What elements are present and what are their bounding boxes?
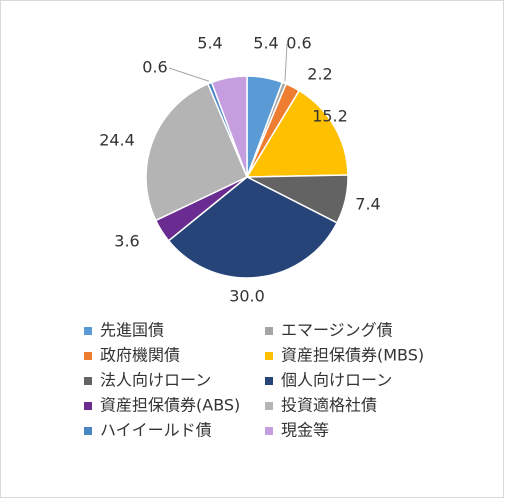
legend-swatch [265, 427, 273, 435]
legend-swatch [84, 427, 92, 435]
legend-swatch [265, 377, 273, 385]
pie-slice [245, 89, 349, 178]
legend-swatch [84, 402, 92, 410]
data-label: 30.0 [229, 287, 265, 306]
legend-label: 資産担保債券(ABS) [100, 396, 240, 415]
data-label: 5.4 [197, 34, 222, 53]
legend-label: 資産担保債券(MBS) [281, 346, 424, 365]
data-label: 0.6 [142, 58, 167, 77]
data-label: 0.6 [286, 34, 311, 53]
leader-line [284, 43, 288, 82]
pie-slice [167, 176, 339, 279]
legend-swatch [84, 327, 92, 335]
data-label: 24.4 [99, 131, 135, 150]
legend-swatch [265, 327, 273, 335]
legend-swatch [265, 352, 273, 360]
legend-label: 先進国債 [100, 321, 164, 340]
legend-label: 投資適格社債 [281, 396, 377, 415]
legend-swatch [265, 402, 273, 410]
data-label: 7.4 [355, 195, 380, 214]
legend-swatch [84, 352, 92, 360]
pie-slice [210, 75, 248, 178]
data-label: 5.4 [253, 34, 278, 53]
leader-line [168, 67, 210, 82]
legend-label: ハイイールド債 [100, 421, 212, 440]
data-label: 15.2 [312, 107, 348, 126]
legend-label: 個人向けローン [281, 371, 392, 390]
legend-label: 政府機関債 [100, 346, 180, 365]
legend-label: エマージング債 [281, 321, 393, 340]
legend-swatch [84, 377, 92, 385]
data-label: 3.6 [114, 232, 139, 251]
legend-label: 現金等 [281, 421, 329, 440]
data-label: 2.2 [307, 65, 332, 84]
legend-label: 法人向けローン [100, 371, 211, 390]
